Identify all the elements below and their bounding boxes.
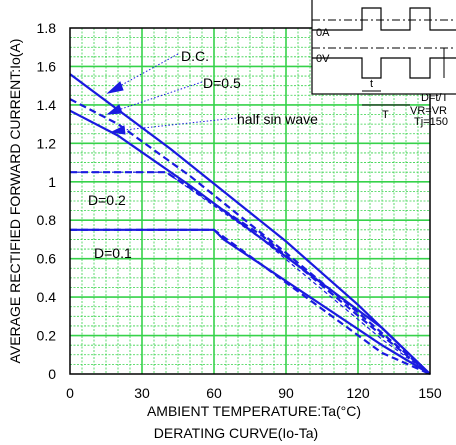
x-tick-label: 60 — [206, 385, 222, 401]
halfsin-leader — [123, 117, 237, 131]
y-tick-label: 1.4 — [37, 97, 57, 113]
series-line-2 — [69, 109, 431, 375]
series-layer — [69, 73, 431, 376]
halfsin-arrowhead — [110, 125, 126, 135]
inset-box — [311, 0, 456, 95]
series-line-3 — [70, 171, 431, 375]
x-axis-label: AMBIENT TEMPERATURE:Ta(°C) — [147, 403, 361, 419]
annotation-d01: D=0.1 — [94, 245, 132, 261]
annotation-d02: D=0.2 — [88, 192, 126, 208]
inset-label-0v: 0V — [316, 53, 330, 65]
x-tick-labels: 0 30 60 90 120 150 — [66, 385, 442, 401]
inset-voltage-wave — [312, 57, 456, 79]
annotation-halfsin: half sin wave — [237, 111, 318, 127]
inset-label-0a: 0A — [316, 27, 330, 39]
y-tick-label: 0.4 — [37, 289, 57, 305]
x-tick-label: 30 — [134, 385, 150, 401]
d05-arrowhead — [106, 104, 123, 115]
x-tick-label: 0 — [66, 385, 74, 401]
series-line-1 — [69, 98, 431, 375]
y-tick-label: 1.8 — [37, 20, 57, 36]
annotation-d05: D=0.5 — [203, 75, 241, 91]
annotation-dc: D.C. — [181, 48, 209, 64]
dc-arrowhead — [106, 81, 124, 94]
annotation-arrows — [106, 53, 237, 135]
plot-frame — [69, 27, 431, 375]
inset-label-tj: Tj=150 — [414, 116, 448, 128]
inset-current-wave — [312, 7, 456, 31]
inset-label-duty: D=t/T — [421, 92, 448, 104]
y-tick-label: 1.2 — [37, 135, 57, 151]
y-tick-label: 0 — [48, 366, 56, 382]
x-tick-label: 120 — [346, 385, 370, 401]
series-line-4 — [70, 171, 431, 375]
x-tick-label: 150 — [418, 385, 442, 401]
y-axis-label: AVERAGE RECTIFIED FORWARD CURRENT:Io(A) — [7, 39, 23, 364]
dc-leader — [117, 53, 179, 88]
series-line-6 — [70, 228, 431, 375]
y-tick-label: 0.6 — [37, 251, 57, 267]
y-tick-label: 0.2 — [37, 328, 57, 344]
y-tick-label: 0.8 — [37, 212, 57, 228]
inset-label-t: t — [370, 78, 373, 90]
x-tick-label: 90 — [278, 385, 294, 401]
inset-label-T: T — [382, 109, 389, 121]
chart-caption: DERATING CURVE(Io-Ta) — [154, 425, 318, 441]
y-tick-labels: 0 0.2 0.4 0.6 0.8 1 1.2 1.4 1.6 1.8 — [37, 20, 57, 382]
y-tick-label: 1.6 — [37, 58, 57, 74]
major-grid — [70, 28, 430, 374]
y-tick-label: 1 — [48, 174, 56, 190]
waveform-inset: 0A 0V t T D=t/T VR=VR Tj=150 — [311, 0, 456, 128]
inset-label-vr: VR=VR — [410, 105, 447, 117]
d05-leader — [117, 81, 203, 111]
